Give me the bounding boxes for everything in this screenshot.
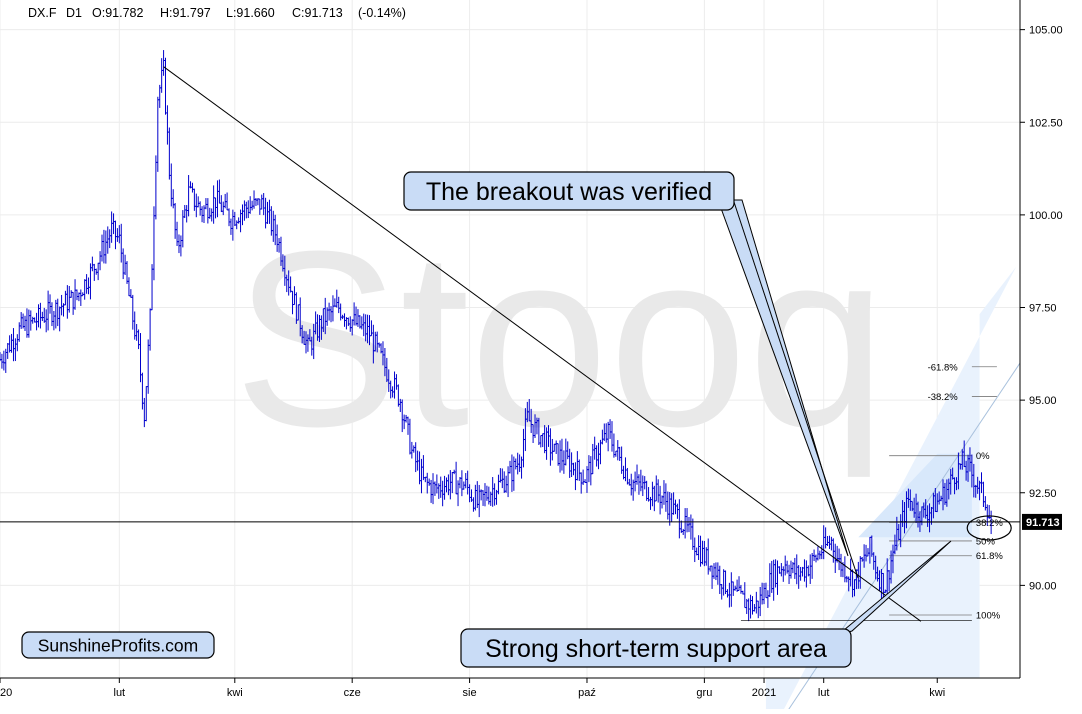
downtrend-line bbox=[163, 66, 922, 622]
grid bbox=[0, 0, 1020, 678]
support-area-ellipse bbox=[966, 515, 1012, 541]
x-tick-label-5: paź bbox=[578, 687, 596, 699]
callout-text-2: SunshineProfits.com bbox=[38, 635, 199, 655]
callout-1: Strong short-term support area bbox=[460, 540, 952, 668]
fib-label-4: 50% bbox=[976, 536, 996, 547]
y-tick-label-2: 100.00 bbox=[1029, 210, 1063, 222]
x-tick-label-2: kwi bbox=[227, 687, 243, 699]
header-close: C:91.713 bbox=[292, 6, 343, 20]
x-tick-label-6: gru bbox=[696, 687, 712, 699]
x-tick-label-4: sie bbox=[463, 687, 477, 699]
price-bars bbox=[0, 50, 993, 622]
fibonacci-channel: -61.8% -38.2% 0% 38.2% 50% 61.8% 100% bbox=[765, 266, 1021, 714]
y-tick-label-6: 90.00 bbox=[1029, 580, 1057, 592]
header-open: O:91.782 bbox=[92, 6, 143, 20]
y-tick-label-1: 102.50 bbox=[1029, 117, 1063, 129]
fib-label-3: 38.2% bbox=[976, 518, 1003, 529]
x-tick-label-3: cze bbox=[344, 687, 361, 699]
header-symbol: DX.F bbox=[28, 6, 57, 20]
fib-label-2: 0% bbox=[976, 451, 990, 462]
last-price-tag-bg bbox=[1022, 513, 1062, 530]
fib-label-5: 61.8% bbox=[976, 551, 1003, 562]
header-high: H:91.797 bbox=[160, 6, 211, 20]
last-price-tag: 91.713 bbox=[1022, 513, 1062, 530]
fib-label-6: 100% bbox=[976, 611, 1001, 622]
callout-text-1: Strong short-term support area bbox=[485, 635, 827, 663]
annotations: The breakout was verified Strong short-te… bbox=[21, 171, 1012, 668]
fib-label-0: -61.8% bbox=[928, 362, 959, 373]
y-tick-label-4: 95.00 bbox=[1029, 395, 1057, 407]
time-axis: 20 lut kwi cze sie paź gru 2021 lut kwi bbox=[0, 678, 945, 699]
header-low: L:91.660 bbox=[226, 6, 275, 20]
callout-text-0: The breakout was verified bbox=[426, 178, 712, 206]
x-tick-label-0: 20 bbox=[0, 687, 12, 699]
fib-inner-shade bbox=[858, 453, 972, 538]
fib-label-1: -38.2% bbox=[928, 392, 959, 403]
x-tick-label-8: lut bbox=[818, 687, 830, 699]
callout-box-0 bbox=[403, 171, 735, 211]
x-tick-label-1: lut bbox=[114, 687, 126, 699]
y-tick-label-0: 105.00 bbox=[1029, 25, 1063, 37]
callout-box-2 bbox=[21, 631, 215, 659]
callout-box-1 bbox=[460, 628, 852, 668]
header-interval: D1 bbox=[66, 6, 82, 20]
y-tick-label-5: 92.50 bbox=[1029, 488, 1057, 500]
x-tick-label-7: 2021 bbox=[752, 687, 776, 699]
header-change: (-0.14%) bbox=[358, 6, 406, 20]
chart-header: DX.F D1 O:91.782 H:91.797 L:91.660 C:91.… bbox=[28, 6, 406, 20]
callout-0: The breakout was verified bbox=[403, 171, 849, 557]
y-tick-label-3: 97.50 bbox=[1029, 303, 1057, 315]
trend-lines: 91.713 bbox=[0, 66, 1062, 622]
callout-2: SunshineProfits.com bbox=[21, 631, 215, 659]
fib-channel-shade bbox=[765, 266, 1017, 714]
breakout-pointer-line bbox=[733, 201, 859, 579]
watermark-stooq: Stooq bbox=[233, 199, 886, 478]
x-tick-label-9: kwi bbox=[929, 687, 945, 699]
last-price-tag-label: 91.713 bbox=[1026, 517, 1060, 529]
price-axis: 105.00 102.50 100.00 97.50 95.00 92.50 90.00 bbox=[1020, 25, 1063, 592]
